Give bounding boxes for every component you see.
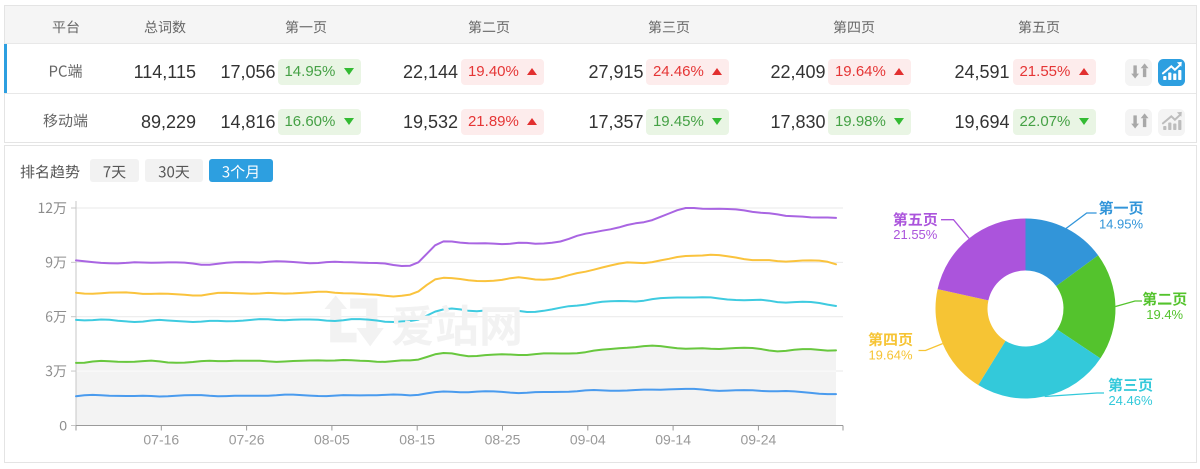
svg-text:19.64%: 19.64% — [868, 348, 913, 363]
svg-text:07-16: 07-16 — [143, 432, 179, 448]
svg-text:09-04: 09-04 — [570, 432, 606, 448]
svg-text:09-14: 09-14 — [655, 432, 691, 448]
svg-text:0: 0 — [59, 418, 67, 434]
svg-text:09-24: 09-24 — [740, 432, 776, 448]
svg-text:21.55%: 21.55% — [893, 227, 938, 242]
svg-text:08-05: 08-05 — [314, 432, 350, 448]
svg-text:08-25: 08-25 — [485, 432, 521, 448]
svg-text:14.95%: 14.95% — [1099, 216, 1144, 231]
svg-text:19.4%: 19.4% — [1146, 307, 1183, 322]
svg-text:24.46%: 24.46% — [1108, 393, 1153, 408]
svg-text:08-15: 08-15 — [399, 432, 435, 448]
svg-text:07-26: 07-26 — [229, 432, 265, 448]
